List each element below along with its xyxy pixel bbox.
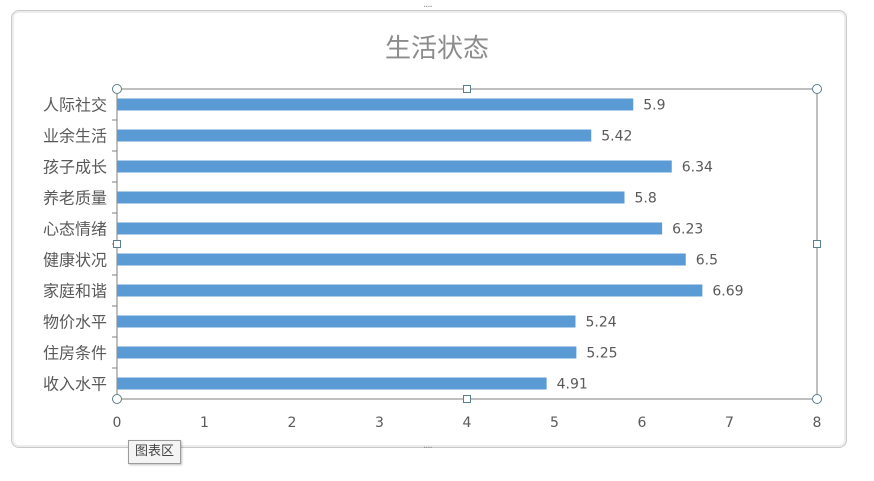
bar-4[interactable] (117, 222, 663, 235)
x-tick-label-4: 4 (463, 415, 472, 431)
category-label-0: 人际社交 (43, 96, 107, 115)
x-tick-label-8: 8 (813, 415, 822, 431)
chart-area-tooltip: 图表区 (128, 440, 182, 464)
corner-handle-3[interactable] (812, 394, 822, 404)
side-handle-0[interactable] (463, 85, 471, 93)
bar-8[interactable] (117, 346, 577, 359)
chart-title[interactable]: 生活状态 (384, 34, 489, 64)
corner-handle-0[interactable] (112, 84, 122, 94)
data-label-9: 4.91 (557, 377, 588, 393)
bar-6[interactable] (117, 284, 703, 297)
side-handle-2[interactable] (113, 240, 121, 248)
x-tick-label-2: 2 (288, 415, 297, 431)
data-label-1: 5.42 (601, 129, 632, 145)
data-label-2: 6.34 (682, 160, 713, 176)
data-label-5: 6.5 (696, 253, 718, 269)
data-label-7: 5.24 (586, 315, 617, 331)
data-label-0: 5.9 (643, 98, 665, 114)
category-label-6: 家庭和谐 (43, 282, 107, 301)
category-label-9: 收入水平 (43, 375, 107, 394)
data-label-8: 5.25 (586, 346, 617, 362)
data-label-3: 5.8 (635, 191, 657, 207)
bar-0[interactable] (117, 98, 634, 111)
bar-1[interactable] (117, 129, 592, 142)
category-label-8: 住房条件 (43, 344, 107, 363)
data-label-4: 6.23 (672, 222, 703, 238)
bar-3[interactable] (117, 191, 625, 204)
bar-7[interactable] (117, 315, 576, 328)
category-label-2: 孩子成长 (43, 158, 107, 177)
category-label-5: 健康状况 (43, 251, 107, 270)
bar-2[interactable] (117, 160, 672, 173)
corner-handle-1[interactable] (812, 84, 822, 94)
frame-top-handle[interactable]: ···· (423, 2, 433, 13)
side-handle-1[interactable] (463, 395, 471, 403)
x-tick-label-5: 5 (550, 415, 559, 431)
side-handle-3[interactable] (813, 240, 821, 248)
category-label-4: 心态情绪 (43, 220, 107, 239)
x-tick-label-6: 6 (638, 415, 647, 431)
frame-bottom-handle[interactable]: ···· (423, 443, 433, 454)
bar-9[interactable] (117, 377, 547, 390)
bar-5[interactable] (117, 253, 686, 266)
x-tick-label-3: 3 (375, 415, 384, 431)
corner-handle-2[interactable] (112, 394, 122, 404)
category-label-1: 业余生活 (43, 127, 107, 146)
data-label-6: 6.69 (712, 284, 743, 300)
category-label-3: 养老质量 (43, 189, 107, 208)
x-tick-label-7: 7 (725, 415, 734, 431)
category-label-7: 物价水平 (43, 313, 107, 332)
x-tick-label-0: 0 (113, 415, 122, 431)
x-tick-label-1: 1 (200, 415, 209, 431)
